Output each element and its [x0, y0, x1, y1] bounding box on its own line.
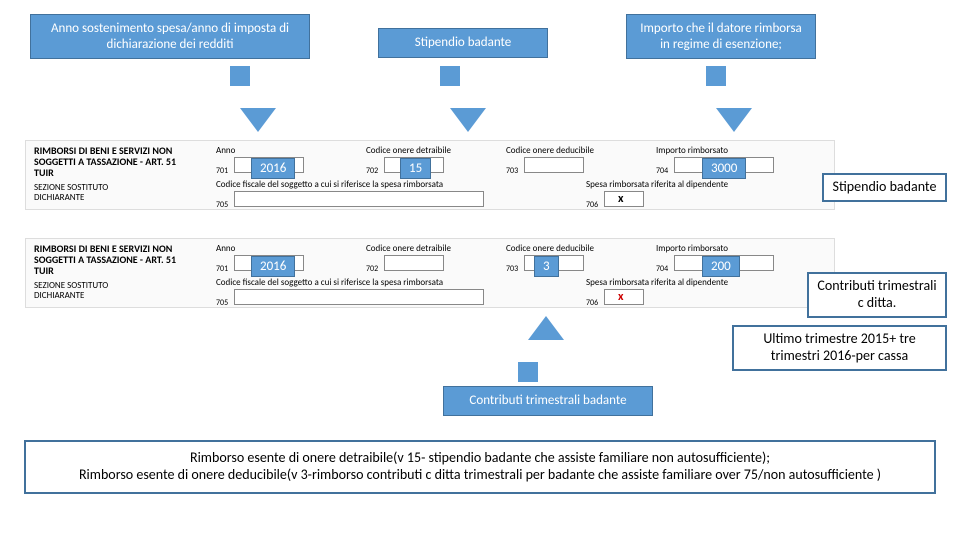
code: 701: [216, 264, 234, 274]
code: 703: [506, 166, 524, 176]
label-anno-field: Anno: [216, 145, 304, 156]
value-deducibile-2: 3: [534, 256, 559, 277]
field-box: [524, 157, 584, 173]
code: 705: [216, 200, 234, 210]
label-importo-field: Importo rimborsato: [656, 145, 774, 156]
code: 704: [656, 264, 674, 274]
code: 706: [586, 200, 604, 210]
code: 703: [506, 264, 524, 274]
arrow-down-icon: [240, 108, 276, 132]
form-subtitle: SEZIONE SOSTITUTO DICHIARANTE: [34, 183, 154, 203]
label-importo-field: Importo rimborsato: [656, 243, 774, 254]
label-cf: Codice fiscale del soggetto a cui si rif…: [216, 277, 484, 288]
value-importo-2: 200: [702, 256, 740, 277]
bottom-box: Contributi trimestrali badante: [443, 386, 653, 416]
side-label-1: Stipendio badante: [822, 173, 947, 202]
code: 701: [216, 166, 234, 176]
form-title: RIMBORSI DI BENI E SERVIZI NON SOGGETTI …: [34, 243, 184, 276]
value-importo-1: 3000: [702, 158, 746, 179]
label-cf: Codice fiscale del soggetto a cui si rif…: [216, 179, 484, 190]
code: 702: [366, 264, 384, 274]
field-box: [384, 255, 444, 271]
code: 702: [366, 166, 384, 176]
form-subtitle: SEZIONE SOSTITUTO DICHIARANTE: [34, 281, 154, 301]
label-stipendio: Stipendio badante: [378, 28, 548, 58]
field-box: [234, 289, 484, 305]
code: 705: [216, 298, 234, 308]
label-deducibile: Codice onere deducibile: [506, 243, 594, 254]
value-anno-1: 2016: [251, 158, 295, 179]
field-box: [604, 191, 644, 207]
side-label-2: Contributi trimestrali c ditta.: [807, 272, 947, 318]
arrow-down-icon: [716, 108, 752, 132]
label-deducibile: Codice onere deducibile: [506, 145, 594, 156]
value-spesa-1: x: [618, 192, 624, 206]
value-spesa-2: x: [618, 290, 624, 304]
form-title: RIMBORSI DI BENI E SERVIZI NON SOGGETTI …: [34, 145, 184, 178]
field-box: [604, 289, 644, 305]
field-box: [234, 191, 484, 207]
arrow-up-icon: [528, 316, 564, 340]
label-importo: Importo che il datore rimborsa in regime…: [626, 14, 816, 59]
footer-note: Rimborso esente di onere detraibile(v 15…: [24, 440, 936, 494]
side-label-3: Ultimo trimestre 2015+ tre trimestri 201…: [732, 325, 947, 371]
label-anno-field: Anno: [216, 243, 304, 254]
value-detraibile-1: 15: [400, 158, 431, 179]
label-detraibile: Codice onere detraibile: [366, 145, 451, 156]
label-detraibile: Codice onere detraibile: [366, 243, 451, 254]
label-anno: Anno sostenimento spesa/anno di imposta …: [30, 14, 310, 59]
code: 704: [656, 166, 674, 176]
value-anno-2: 2016: [251, 256, 295, 277]
label-spesa: Spesa rimborsata riferita al dipendente: [586, 277, 728, 288]
arrow-down-icon: [450, 108, 486, 132]
label-spesa: Spesa rimborsata riferita al dipendente: [586, 179, 728, 190]
code: 706: [586, 298, 604, 308]
